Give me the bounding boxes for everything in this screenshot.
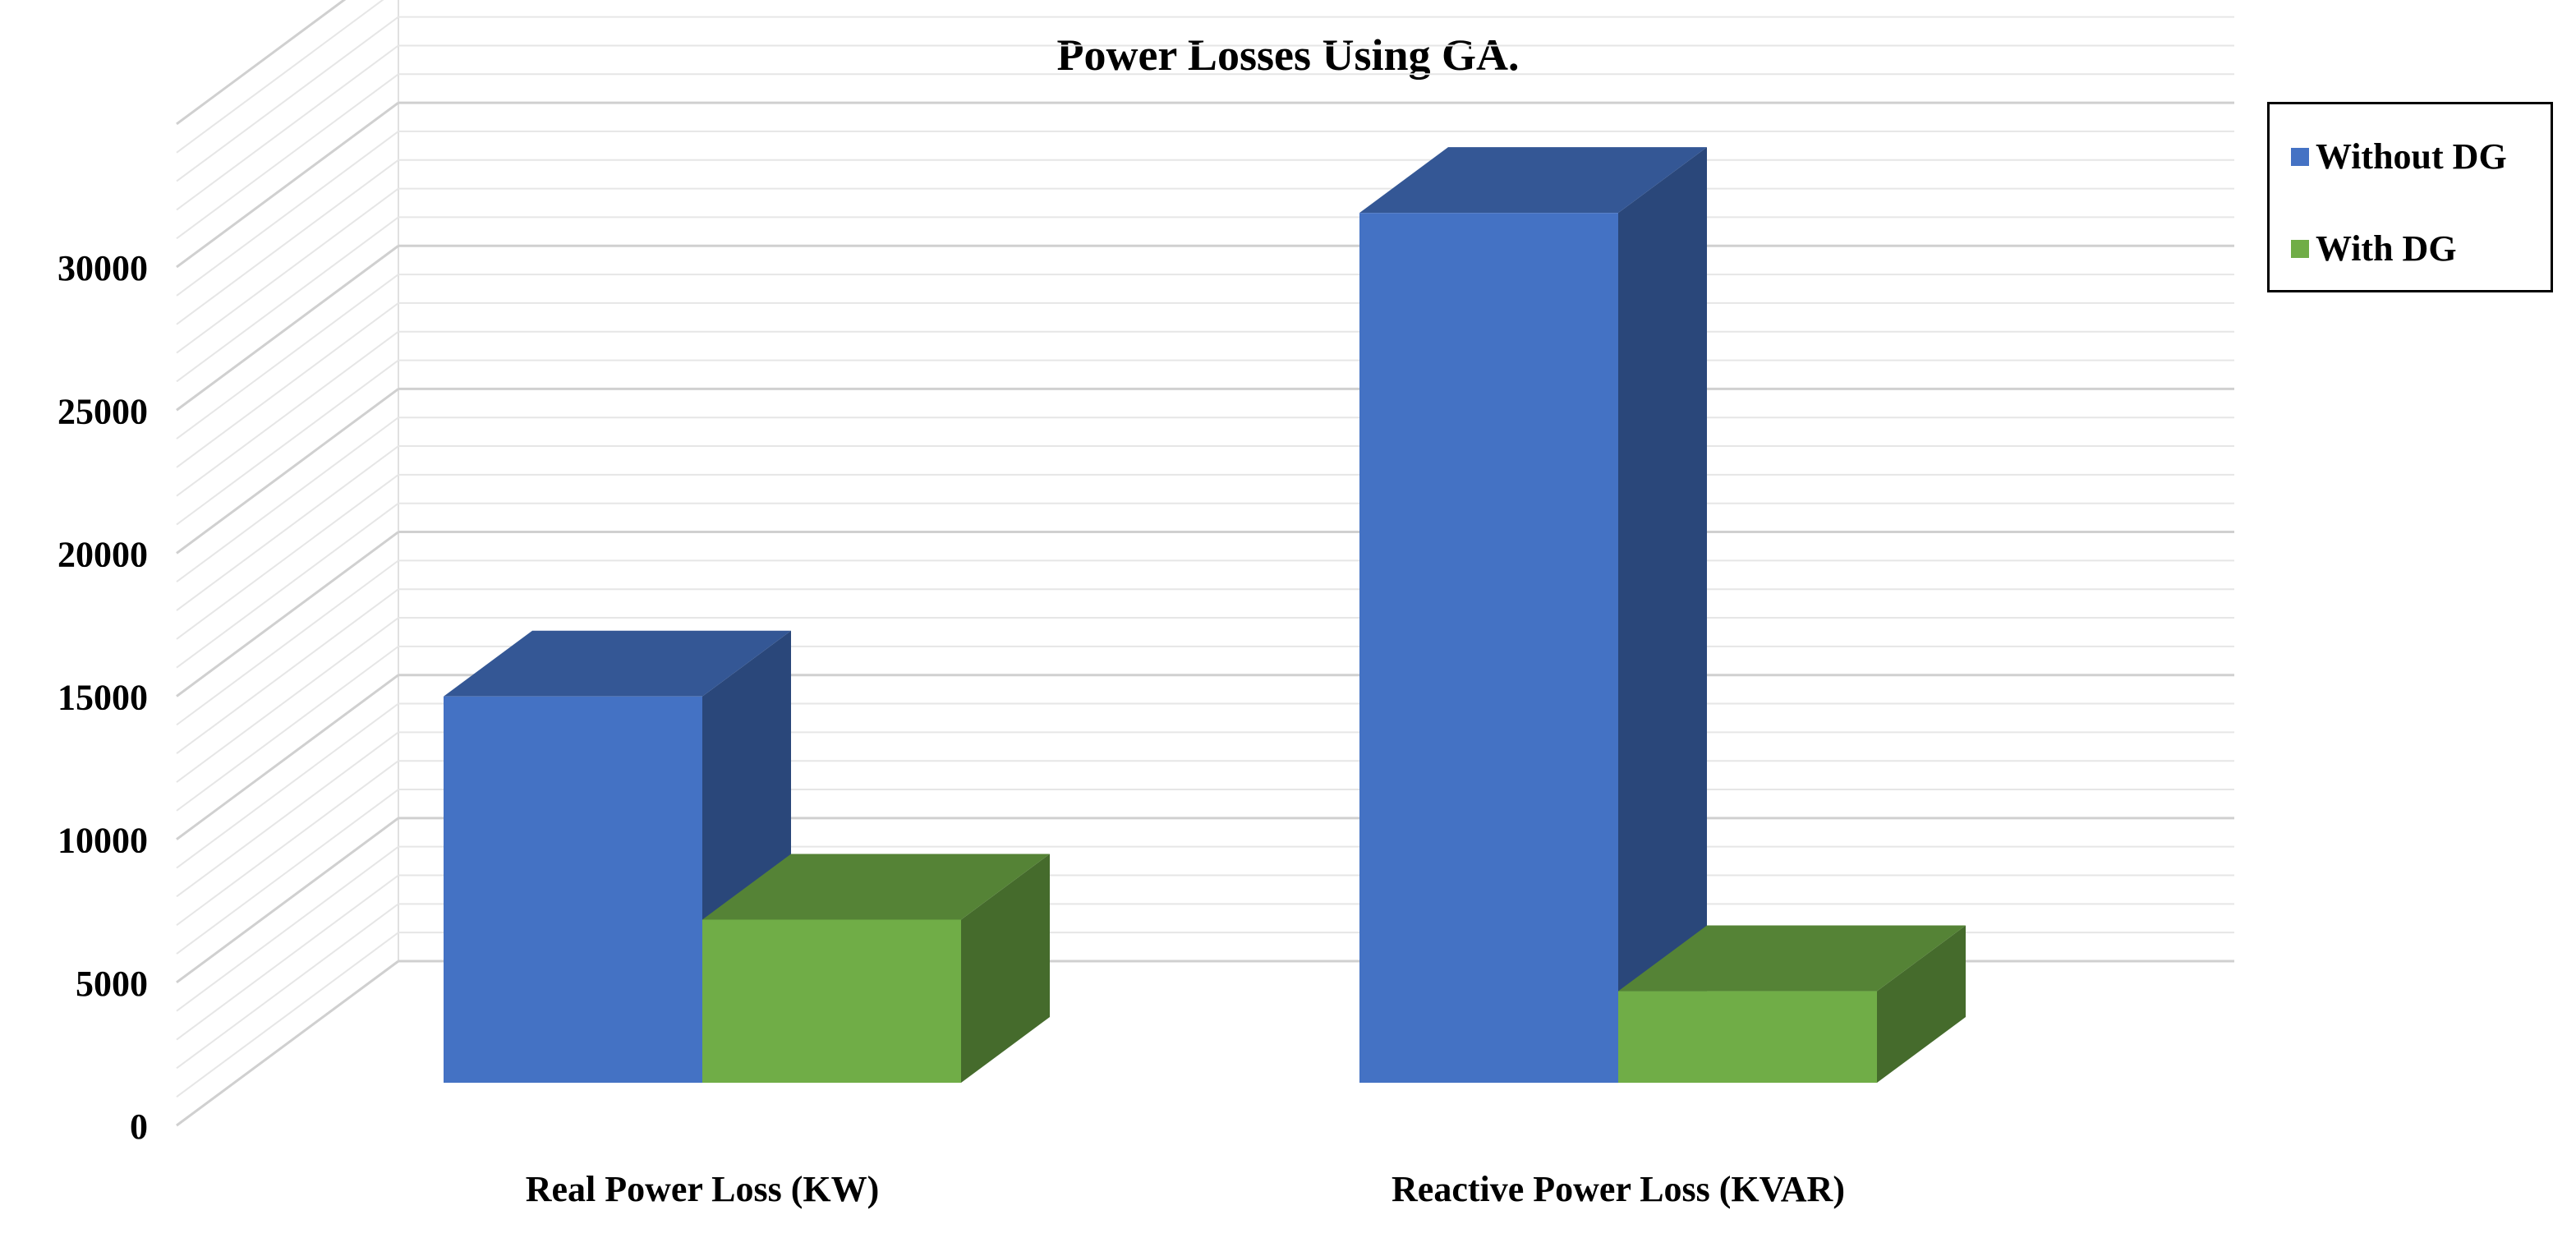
bar-without-dg-reactive: [1359, 147, 1707, 1084]
gridline-side: [176, 960, 399, 1127]
y-tick-label: 15000: [58, 678, 148, 718]
bar-without-dg-reactive-side: [1618, 147, 1707, 1084]
y-tick-label: 20000: [58, 534, 148, 574]
gridline-side: [176, 817, 399, 984]
legend-label-with-dg: With DG: [2316, 228, 2457, 269]
gridline-side: [176, 274, 399, 440]
gridline-side: [176, 159, 399, 325]
gridline-side: [176, 845, 399, 1012]
gridline-side: [176, 502, 399, 669]
y-tick-label: 25000: [58, 391, 148, 431]
gridline-side: [176, 388, 399, 555]
gridline-side: [176, 0, 347, 126]
legend-label-without-dg: Without DG: [2316, 136, 2507, 177]
gridline-side: [176, 417, 399, 583]
bar-without-dg-real-top: [444, 630, 791, 697]
y-tick-label: 30000: [58, 248, 148, 288]
gridline-side: [176, 101, 399, 269]
bar-with-dg-real-side: [961, 854, 1050, 1083]
gridline-side: [176, 674, 399, 840]
gridline-side: [176, 216, 399, 383]
chart-legend: Without DG With DG: [2267, 102, 2553, 292]
gridline-side: [176, 617, 399, 783]
y-tick-label: 5000: [76, 964, 148, 1004]
gridline-side: [176, 44, 399, 211]
chart-title: Power Losses Using GA.: [1056, 30, 1520, 80]
legend-item-with-dg: With DG: [2291, 228, 2457, 269]
gridline-side: [176, 874, 399, 1041]
y-tick-label: 0: [130, 1107, 148, 1147]
gridline-side: [176, 789, 399, 955]
gridline-side: [176, 531, 399, 697]
bar-with-dg-reactive-top: [1618, 925, 1966, 992]
legend-swatch-with-dg: [2291, 239, 2309, 258]
gridline-side: [176, 0, 384, 154]
gridline-side: [176, 474, 399, 640]
gridline-side: [176, 588, 399, 755]
gridline-side: [176, 932, 399, 1098]
x-tick-label: Real Power Loss (KW): [526, 1169, 880, 1209]
legend-swatch-without-dg: [2291, 147, 2309, 166]
gridline-side: [176, 646, 399, 812]
bar-with-dg-reactive-side: [1877, 925, 1966, 1083]
gridline-side: [176, 16, 399, 182]
gridline-side: [176, 702, 399, 869]
bar-with-dg-real-front: [702, 919, 961, 1083]
y-tick-label: 10000: [58, 821, 148, 861]
bar-with-dg-reactive-front: [1618, 991, 1877, 1083]
gridline-side: [176, 302, 399, 468]
bar-without-dg-reactive-top: [1359, 147, 1707, 214]
bar-without-dg-real-front: [444, 696, 702, 1083]
bar-with-dg-real-top: [702, 854, 1050, 920]
legend-item-without-dg: Without DG: [2291, 136, 2507, 177]
gridline-side: [176, 445, 399, 611]
gridline-side: [176, 131, 399, 297]
x-tick-label: Reactive Power Loss (KVAR): [1392, 1169, 1845, 1209]
gridline-side: [176, 73, 399, 240]
bar-with-dg-real: [702, 854, 1050, 1083]
gridline-side: [176, 359, 399, 526]
gridline-side: [176, 245, 399, 412]
gridline-side: [176, 760, 399, 926]
gridline-side: [176, 330, 399, 497]
gridline-side: [176, 559, 399, 726]
bar-without-dg-reactive-front: [1359, 213, 1618, 1084]
bar-with-dg-reactive: [1618, 925, 1966, 1083]
gridline-side: [176, 731, 399, 898]
gridline-side: [176, 903, 399, 1070]
gridline-side: [176, 187, 399, 354]
